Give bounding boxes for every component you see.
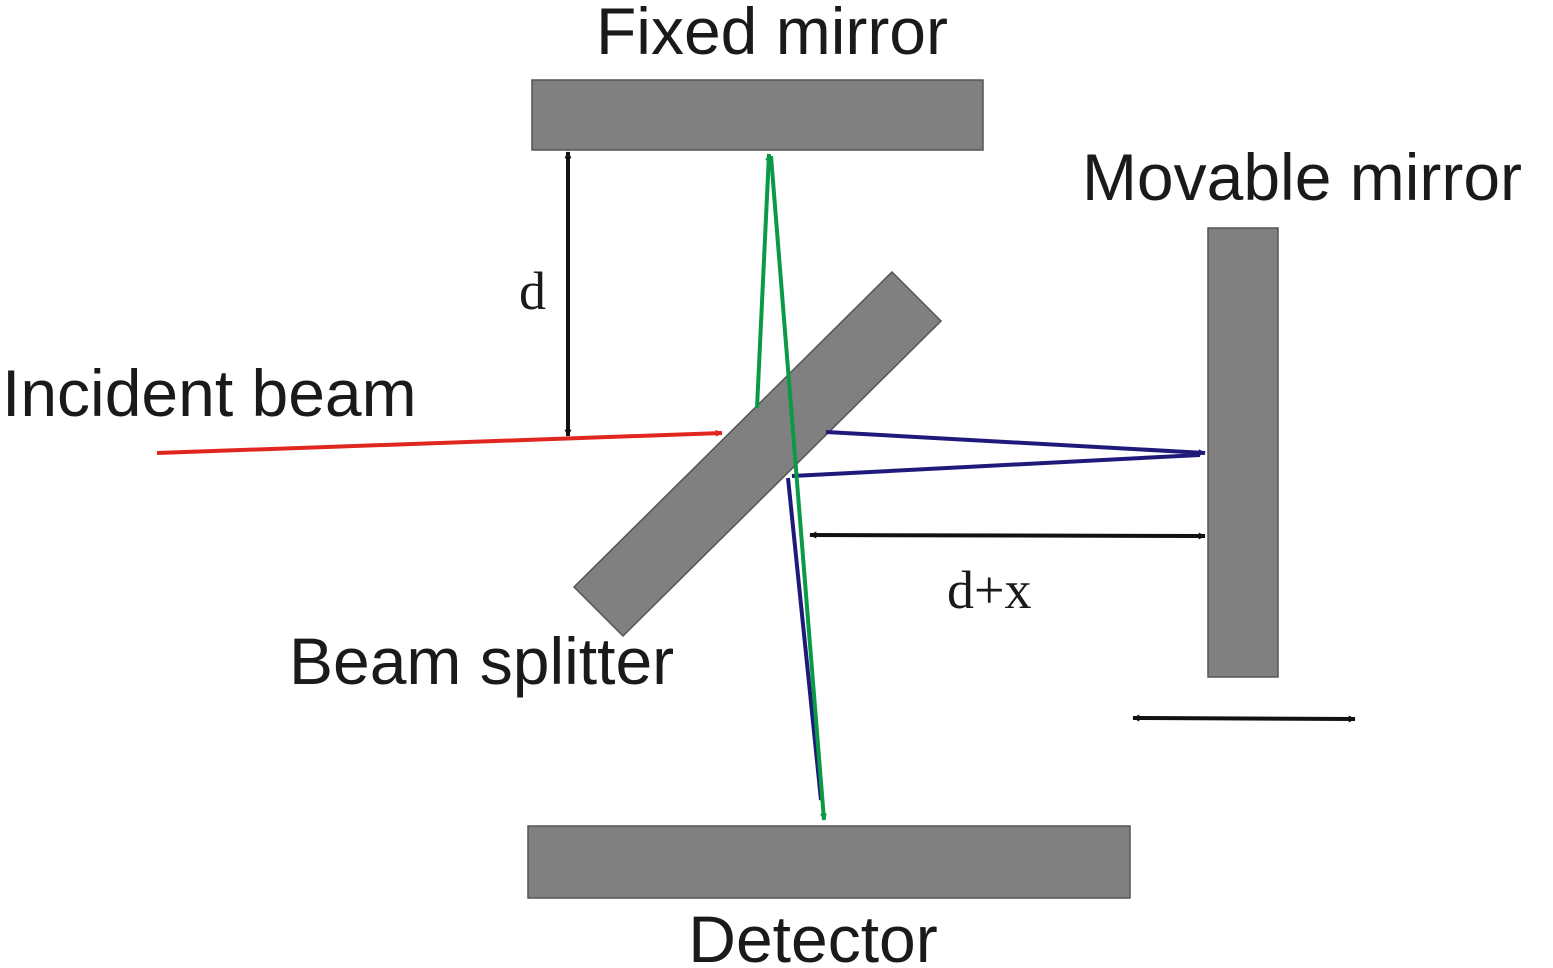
distance-d-label: d	[519, 261, 546, 321]
detector-label: Detector	[688, 902, 937, 968]
incident-beam-ray	[156, 429, 723, 455]
green-ray-to-fixed-mirror	[755, 153, 773, 409]
beam-splitter	[572, 270, 943, 638]
beam-splitter-label: Beam splitter	[289, 624, 674, 698]
movable-mirror	[1207, 227, 1279, 678]
movable-mirror-label: Movable mirror	[1082, 140, 1522, 214]
blue-ray-to-movable-mirror	[825, 430, 1206, 457]
movable-mirror-motion-arrow	[1132, 714, 1356, 723]
distance-d-plus-x-label: d+x	[947, 560, 1031, 620]
green-ray-to-detector	[769, 155, 827, 821]
incident-beam-label: Incident beam	[2, 356, 417, 430]
dimension-d-plus-x-arrow	[809, 531, 1206, 540]
blue-ray-return	[791, 453, 1201, 480]
fixed-mirror	[531, 79, 984, 151]
detector-plate	[527, 825, 1131, 899]
fixed-mirror-label: Fixed mirror	[596, 0, 948, 68]
blue-ray-to-detector	[786, 477, 823, 801]
